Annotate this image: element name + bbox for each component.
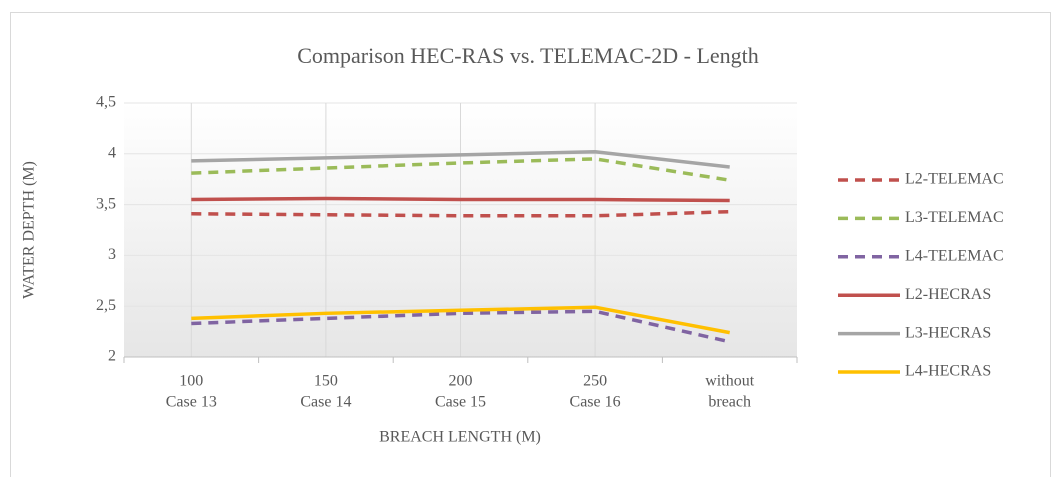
x-tick-label: without <box>705 373 754 390</box>
series-line <box>191 309 731 344</box>
y-axis-label: WATER DEPTH (M) <box>21 161 38 299</box>
x-tick-label: 250 <box>583 373 607 390</box>
legend-label: L2-HECRAS <box>905 286 991 303</box>
x-tick-label: 200 <box>449 373 473 390</box>
legend-label: L4-HECRAS <box>905 363 991 380</box>
legend-label: L2-TELEMAC <box>905 171 1004 188</box>
y-tick-label: 4,5 <box>96 94 116 111</box>
x-tick-label: Case 15 <box>435 394 486 411</box>
series-line <box>191 150 730 169</box>
y-tick-label: 3 <box>108 246 116 263</box>
series-line <box>191 209 730 218</box>
x-tick-label: breach <box>708 394 751 411</box>
x-tick-label: Case 13 <box>166 394 217 411</box>
x-tick-label: 100 <box>179 373 203 390</box>
y-tick-label: 2,5 <box>96 297 116 314</box>
x-tick-label: Case 16 <box>570 394 621 411</box>
legend-label: L3-HECRAS <box>905 324 991 341</box>
legend-label: L4-TELEMAC <box>905 247 1004 264</box>
series-line <box>191 305 731 335</box>
chart-title: Comparison HEC-RAS vs. TELEMAC-2D - Leng… <box>297 43 759 68</box>
series-line <box>191 157 730 182</box>
x-tick-label: 150 <box>314 373 338 390</box>
y-tick-label: 4 <box>108 144 116 161</box>
legend-label: L3-TELEMAC <box>905 209 1004 226</box>
y-tick-label: 2 <box>108 348 116 365</box>
x-tick-label: Case 14 <box>300 394 351 411</box>
x-axis-label: BREACH LENGTH (M) <box>379 429 541 446</box>
y-tick-label: 3,5 <box>96 195 116 212</box>
series-line <box>191 196 730 203</box>
